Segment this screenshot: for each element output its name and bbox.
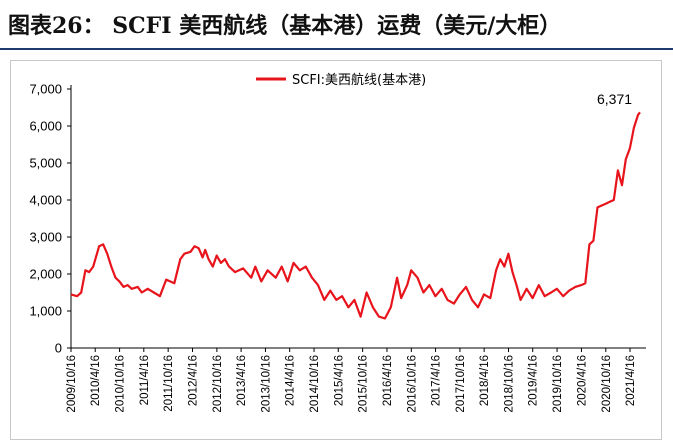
x-tick-label: 2012/10/16: [212, 355, 224, 413]
x-tick-label: 2017/4/16: [431, 355, 443, 406]
figure-header: 图表26： SCFI 美西航线（基本港）运费（美元/大柜）: [0, 0, 673, 50]
x-tick-label: 2017/10/16: [455, 355, 467, 413]
x-tick-label: 2015/4/16: [333, 355, 345, 406]
last-value-annotation: 6,371: [597, 91, 632, 107]
y-tick-label: 3,000: [29, 230, 62, 245]
y-tick-label: 2,000: [29, 267, 62, 282]
chart-frame: [10, 60, 662, 440]
x-tick-label: 2010/4/16: [90, 355, 102, 406]
y-tick-label: 5,000: [29, 156, 62, 171]
x-tick-label: 2011/10/16: [163, 355, 175, 412]
x-tick-label: 2013/10/16: [260, 355, 272, 413]
y-tick-label: 6,000: [29, 119, 62, 134]
x-tick-label: 2016/4/16: [382, 355, 394, 406]
legend-label: SCFI:美西航线(基本港): [292, 72, 426, 88]
x-tick-label: 2021/4/16: [625, 355, 637, 406]
x-axis-ticks: 2009/10/16 2010/4/16 2010/10/16 2011/4/16 20…: [66, 348, 637, 413]
x-tick-label: 2019/4/16: [528, 355, 540, 406]
x-tick-label: 2010/10/16: [115, 355, 127, 413]
x-tick-label: 2012/4/16: [188, 355, 200, 406]
x-tick-label: 2015/10/16: [358, 355, 370, 413]
x-tick-label: 2013/4/16: [236, 355, 248, 406]
x-tick-label: 2020/4/16: [576, 355, 588, 406]
x-tick-label: 2016/10/16: [406, 355, 418, 413]
x-tick-label: 2019/10/16: [552, 355, 564, 413]
title-underline: [0, 48, 673, 50]
x-tick-label: 2018/10/16: [503, 355, 515, 413]
figure-title: 图表26： SCFI 美西航线（基本港）运费（美元/大柜）: [8, 13, 562, 39]
x-tick-label: 2020/10/16: [601, 355, 613, 413]
y-tick-label: 0: [55, 341, 62, 356]
y-axis-ticks: 0 1,000 2,000 3,000 4,000 5,000 6,000 7,000: [29, 82, 71, 356]
y-tick-label: 4,000: [29, 193, 62, 208]
x-tick-label: 2011/4/16: [139, 355, 151, 405]
y-tick-label: 7,000: [29, 82, 62, 97]
x-tick-label: 2009/10/16: [66, 355, 78, 413]
series-line: [70, 111, 641, 320]
x-tick-label: 2014/4/16: [285, 355, 297, 406]
series-group: [70, 111, 641, 320]
legend: SCFI:美西航线(基本港): [256, 72, 426, 88]
chart-axes: [70, 85, 646, 349]
x-tick-label: 2014/10/16: [309, 355, 321, 413]
y-tick-label: 1,000: [29, 304, 62, 319]
x-tick-label: 2018/4/16: [479, 355, 491, 406]
